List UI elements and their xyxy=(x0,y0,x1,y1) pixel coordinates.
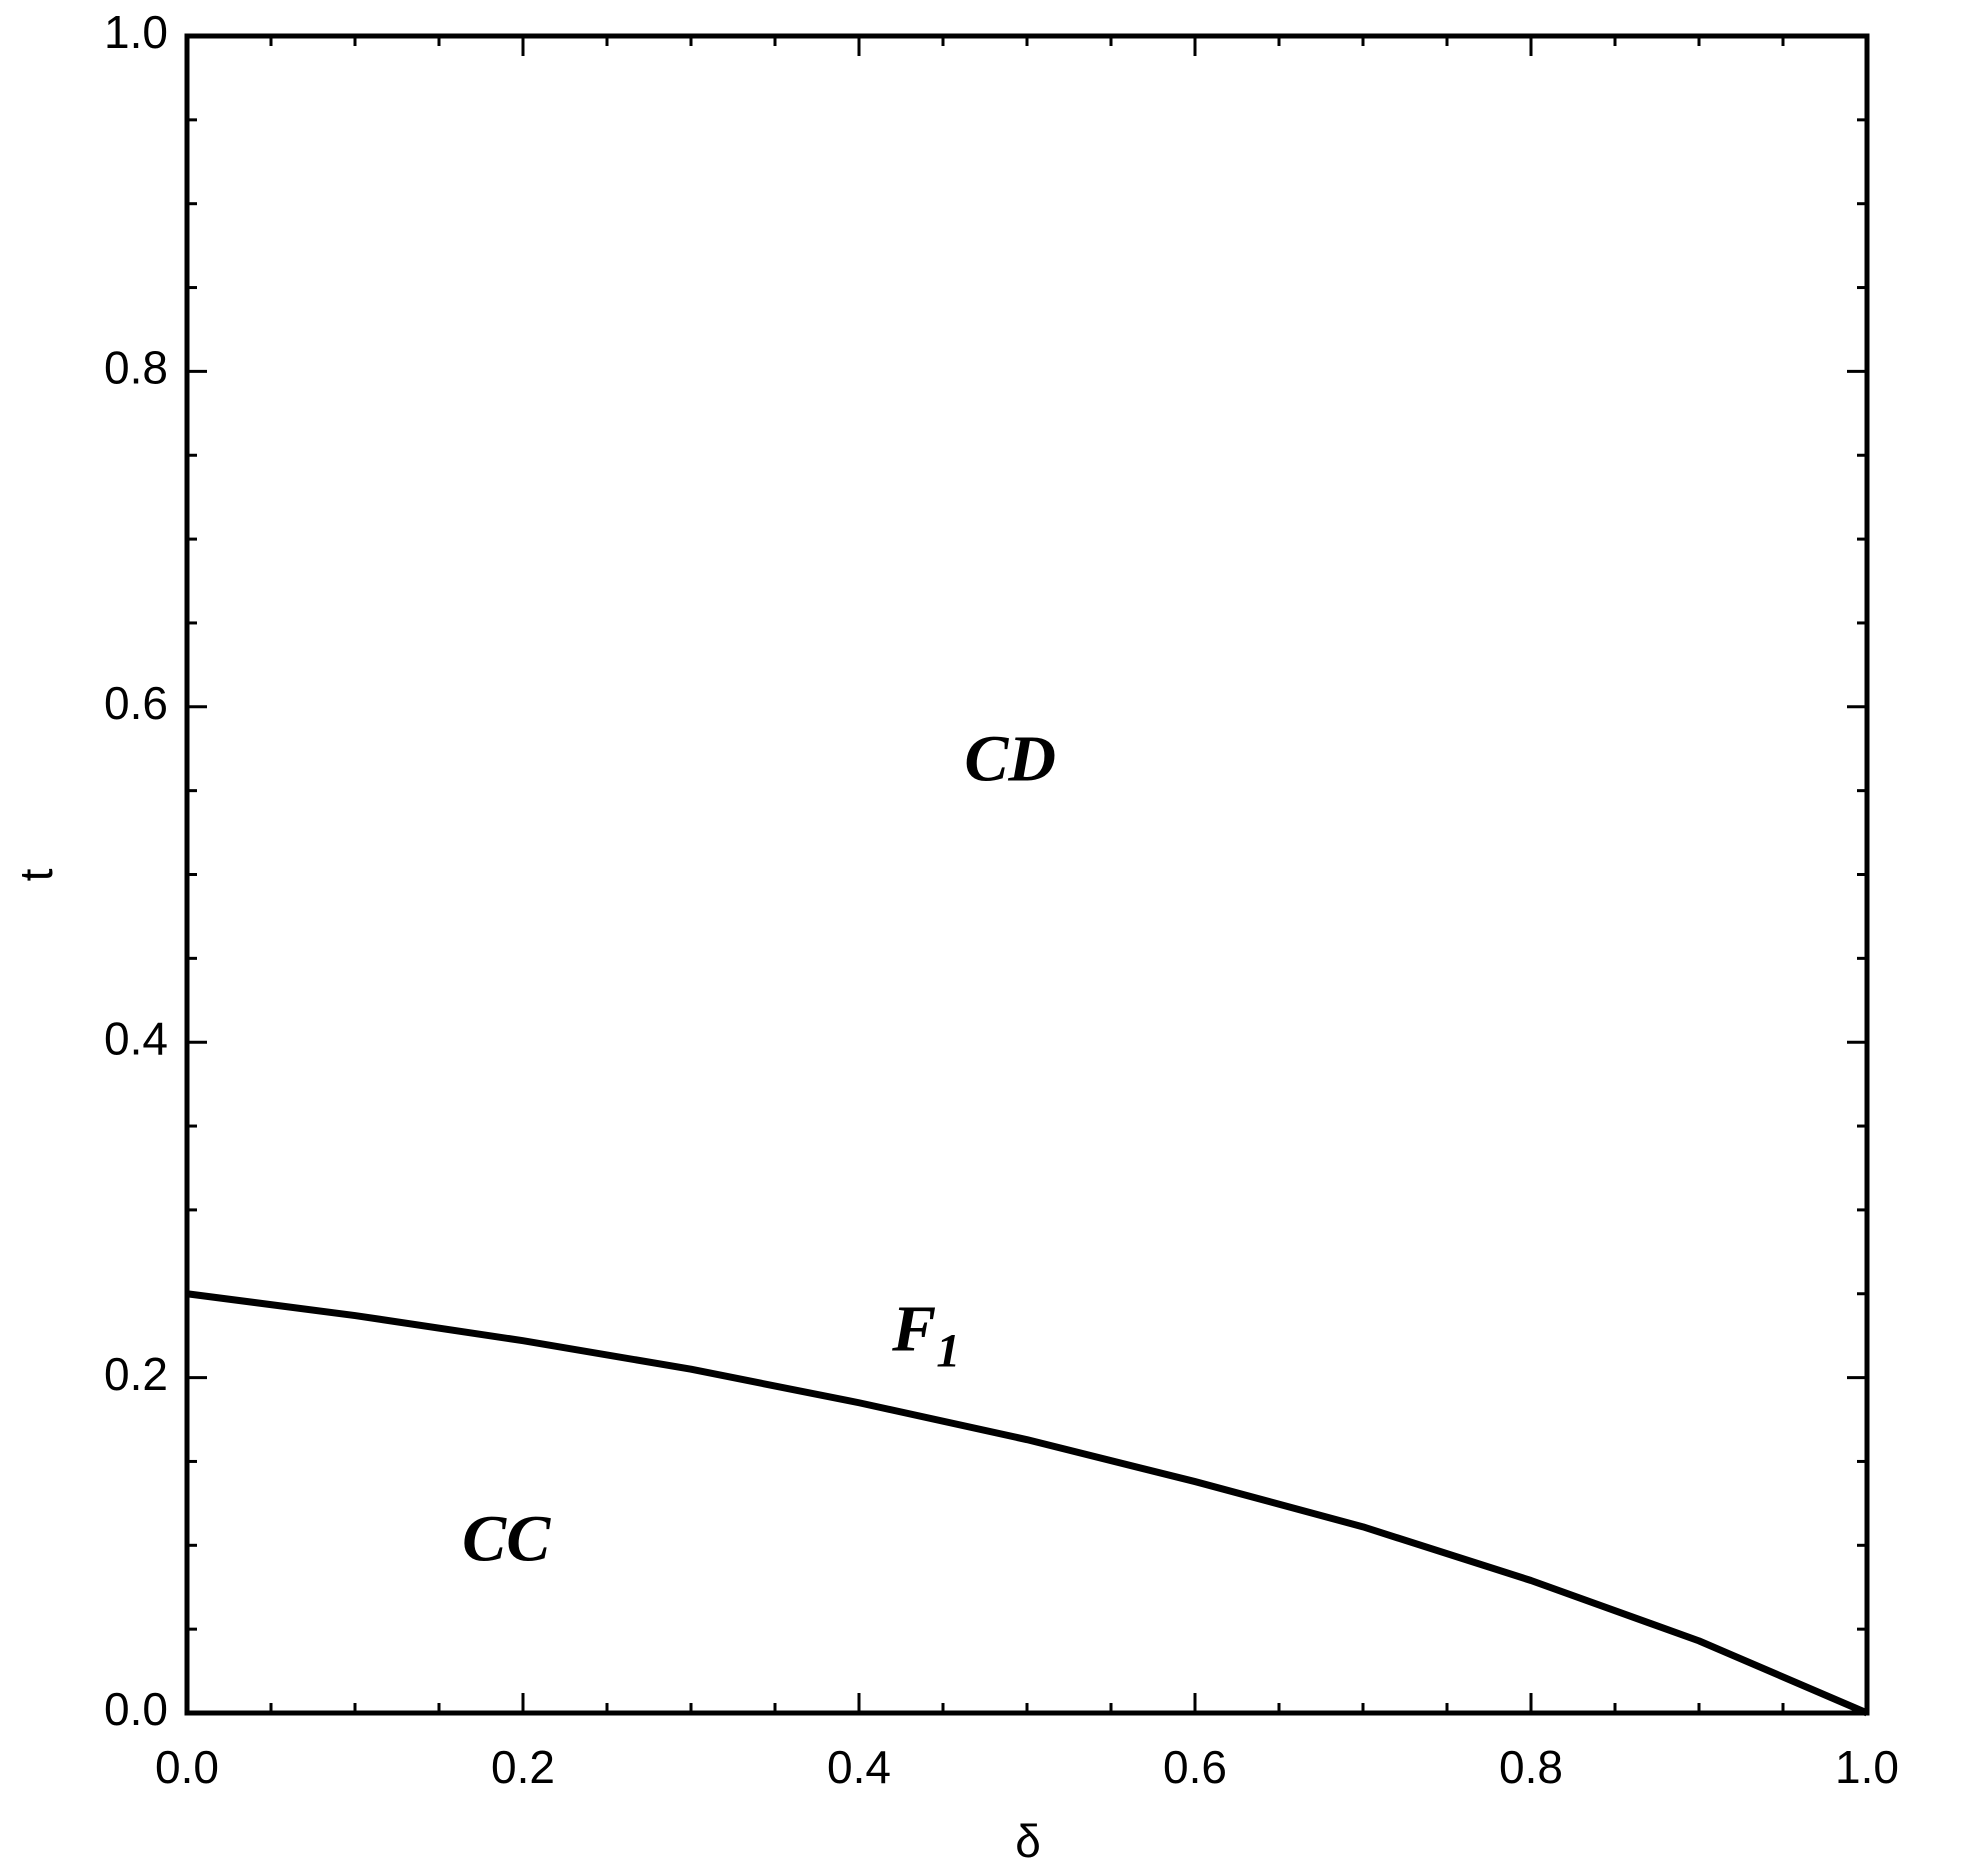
y-tick-label: 0.6 xyxy=(104,677,168,729)
y-tick-label: 0.2 xyxy=(104,1348,168,1400)
x-tick-label: 1.0 xyxy=(1835,1741,1899,1793)
x-tick-label: 0.8 xyxy=(1499,1741,1563,1793)
data-line xyxy=(186,1290,1869,1717)
x-axis-label: δ xyxy=(1015,1815,1041,1867)
annotation-text: F xyxy=(891,1293,936,1366)
y-tick-label: 1.0 xyxy=(104,6,168,58)
y-tick-label: 0.4 xyxy=(104,1012,168,1064)
x-tick-label: 0.0 xyxy=(155,1741,219,1793)
y-axis-label: t xyxy=(10,868,62,881)
x-tick-label: 0.6 xyxy=(1163,1741,1227,1793)
annotation-subscript: 1 xyxy=(936,1325,960,1378)
plot-frame xyxy=(184,33,1870,1716)
y-tick-label: 0.8 xyxy=(104,342,168,394)
x-tick-label: 0.2 xyxy=(491,1741,555,1793)
annotation: CD xyxy=(964,723,1056,796)
annotation: F1 xyxy=(891,1293,960,1378)
annotation: CC xyxy=(462,1502,551,1575)
annotation-text: CD xyxy=(964,723,1056,796)
x-tick-label: 0.4 xyxy=(827,1741,891,1793)
annotation-text: CC xyxy=(462,1502,551,1575)
y-tick-label: 0.0 xyxy=(104,1683,168,1735)
